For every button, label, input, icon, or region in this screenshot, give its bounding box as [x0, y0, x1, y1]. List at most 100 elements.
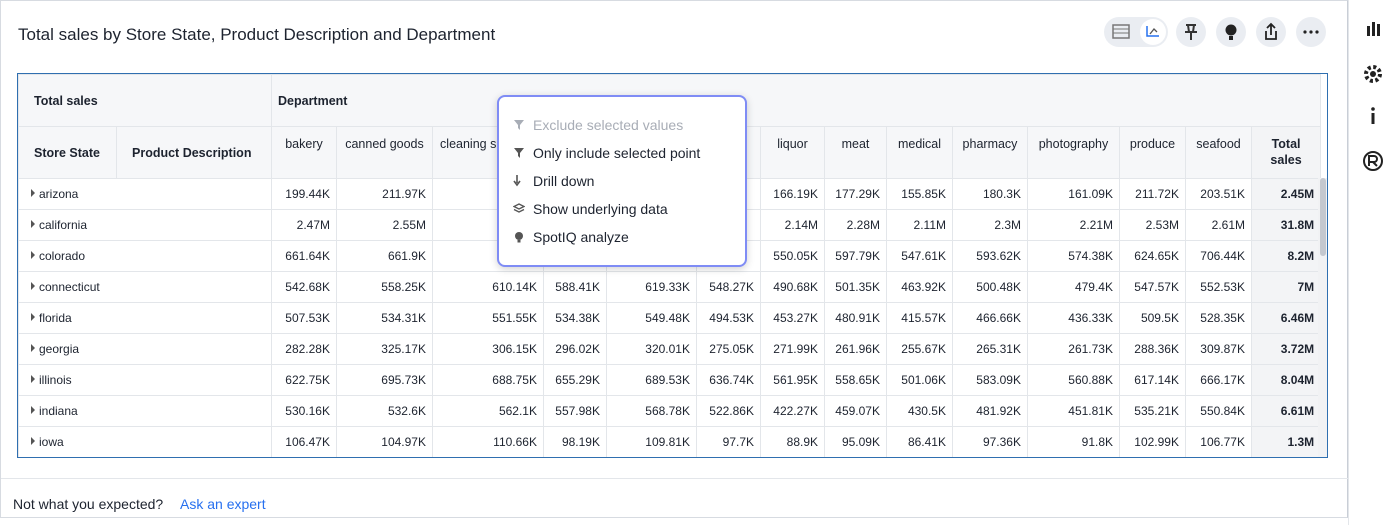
row-total[interactable]: 8.04M [1250, 364, 1322, 396]
cell[interactable]: 558.65K [824, 364, 887, 396]
row-label[interactable]: illinois [18, 364, 272, 396]
cell[interactable]: 415.57K [886, 302, 953, 334]
expand-caret[interactable] [29, 312, 39, 322]
cell[interactable]: 110.66K [432, 426, 544, 457]
cell[interactable]: 199.44K [271, 178, 337, 210]
scroll-thumb[interactable] [1320, 178, 1326, 256]
cell[interactable]: 655.29K [543, 364, 607, 396]
row-label[interactable]: indiana [18, 395, 272, 427]
cell[interactable]: 528.35K [1185, 302, 1252, 334]
scrollbar[interactable] [1318, 178, 1327, 457]
expand-caret[interactable] [29, 436, 39, 446]
expand-caret[interactable] [29, 343, 39, 353]
cell[interactable]: 95.09K [824, 426, 887, 457]
cell[interactable]: 2.28M [824, 209, 887, 241]
cell[interactable]: 2.61M [1185, 209, 1252, 241]
expand-caret[interactable] [29, 281, 39, 291]
row-total[interactable]: 31.8M [1250, 209, 1322, 241]
cell[interactable]: 535.21K [1119, 395, 1186, 427]
cell[interactable]: 422.27K [760, 395, 825, 427]
cell[interactable]: 177.29K [824, 178, 887, 210]
cell[interactable]: 550.84K [1185, 395, 1252, 427]
cell[interactable]: 688.75K [432, 364, 544, 396]
cell[interactable]: 480.91K [824, 302, 887, 334]
menu-item[interactable]: Show underlying data [499, 195, 745, 223]
ask-expert-link[interactable]: Ask an expert [180, 496, 266, 512]
cell[interactable]: 622.75K [271, 364, 337, 396]
cell[interactable]: 661.9K [336, 240, 433, 272]
cell[interactable]: 88.9K [760, 426, 825, 457]
cell[interactable]: 325.17K [336, 333, 433, 365]
cell[interactable]: 86.41K [886, 426, 953, 457]
cell[interactable]: 568.78K [606, 395, 697, 427]
cell[interactable]: 574.38K [1027, 240, 1120, 272]
cell[interactable]: 2.11M [886, 209, 953, 241]
cell[interactable]: 161.09K [1027, 178, 1120, 210]
cell[interactable]: 102.99K [1119, 426, 1186, 457]
cell[interactable]: 597.79K [824, 240, 887, 272]
cell[interactable]: 211.72K [1119, 178, 1186, 210]
cell[interactable]: 490.68K [760, 271, 825, 303]
cell[interactable]: 2.47M [271, 209, 337, 241]
menu-item[interactable]: SpotIQ analyze [499, 223, 745, 251]
cell[interactable]: 479.4K [1027, 271, 1120, 303]
cell[interactable]: 522.86K [696, 395, 761, 427]
cell[interactable]: 2.3M [952, 209, 1028, 241]
cell[interactable]: 296.02K [543, 333, 607, 365]
cell[interactable]: 261.96K [824, 333, 887, 365]
cell[interactable]: 430.5K [886, 395, 953, 427]
row-total[interactable]: 2.45M [1250, 178, 1322, 210]
cell[interactable]: 706.44K [1185, 240, 1252, 272]
pin-button[interactable] [1176, 17, 1206, 47]
row-total[interactable]: 7M [1250, 271, 1322, 303]
more-button[interactable] [1296, 17, 1326, 47]
cell[interactable]: 624.65K [1119, 240, 1186, 272]
cell[interactable]: 509.5K [1119, 302, 1186, 334]
cell[interactable]: 275.05K [696, 333, 761, 365]
cell[interactable]: 288.36K [1119, 333, 1186, 365]
cell[interactable]: 155.85K [886, 178, 953, 210]
cell[interactable]: 661.64K [271, 240, 337, 272]
menu-item[interactable]: Only include selected point [499, 139, 745, 167]
view-toggle[interactable] [1104, 17, 1168, 47]
row-total[interactable]: 3.72M [1250, 333, 1322, 365]
cell[interactable]: 97.7K [696, 426, 761, 457]
cell[interactable]: 271.99K [760, 333, 825, 365]
cell[interactable]: 261.73K [1027, 333, 1120, 365]
cell[interactable]: 451.81K [1027, 395, 1120, 427]
cell[interactable]: 453.27K [760, 302, 825, 334]
spotiq-button[interactable] [1216, 17, 1246, 47]
cell[interactable]: 97.36K [952, 426, 1028, 457]
row-total[interactable]: 6.61M [1250, 395, 1322, 427]
cell[interactable]: 500.48K [952, 271, 1028, 303]
cell[interactable]: 106.47K [271, 426, 337, 457]
cell[interactable]: 530.16K [271, 395, 337, 427]
cell[interactable]: 2.53M [1119, 209, 1186, 241]
cell[interactable]: 180.3K [952, 178, 1028, 210]
cell[interactable]: 617.14K [1119, 364, 1186, 396]
menu-item[interactable]: Drill down [499, 167, 745, 195]
cell[interactable]: 695.73K [336, 364, 433, 396]
row-label[interactable]: florida [18, 302, 272, 334]
cell[interactable]: 689.53K [606, 364, 697, 396]
cell[interactable]: 203.51K [1185, 178, 1252, 210]
cell[interactable]: 255.67K [886, 333, 953, 365]
expand-caret[interactable] [29, 405, 39, 415]
sidebar-icons[interactable] [1349, 0, 1398, 200]
cell[interactable]: 2.55M [336, 209, 433, 241]
cell[interactable]: 532.6K [336, 395, 433, 427]
row-total[interactable]: 1.3M [1250, 426, 1322, 457]
share-button[interactable] [1256, 17, 1286, 47]
cell[interactable]: 166.19K [760, 178, 825, 210]
cell[interactable]: 98.19K [543, 426, 607, 457]
expand-caret[interactable] [29, 188, 39, 198]
cell[interactable]: 588.41K [543, 271, 607, 303]
row-label[interactable]: arizona [18, 178, 272, 210]
cell[interactable]: 106.77K [1185, 426, 1252, 457]
row-label[interactable]: iowa [18, 426, 272, 457]
cell[interactable]: 619.33K [606, 271, 697, 303]
cell[interactable]: 320.01K [606, 333, 697, 365]
row-total[interactable]: 6.46M [1250, 302, 1322, 334]
cell[interactable]: 542.68K [271, 271, 337, 303]
cell[interactable]: 557.98K [543, 395, 607, 427]
